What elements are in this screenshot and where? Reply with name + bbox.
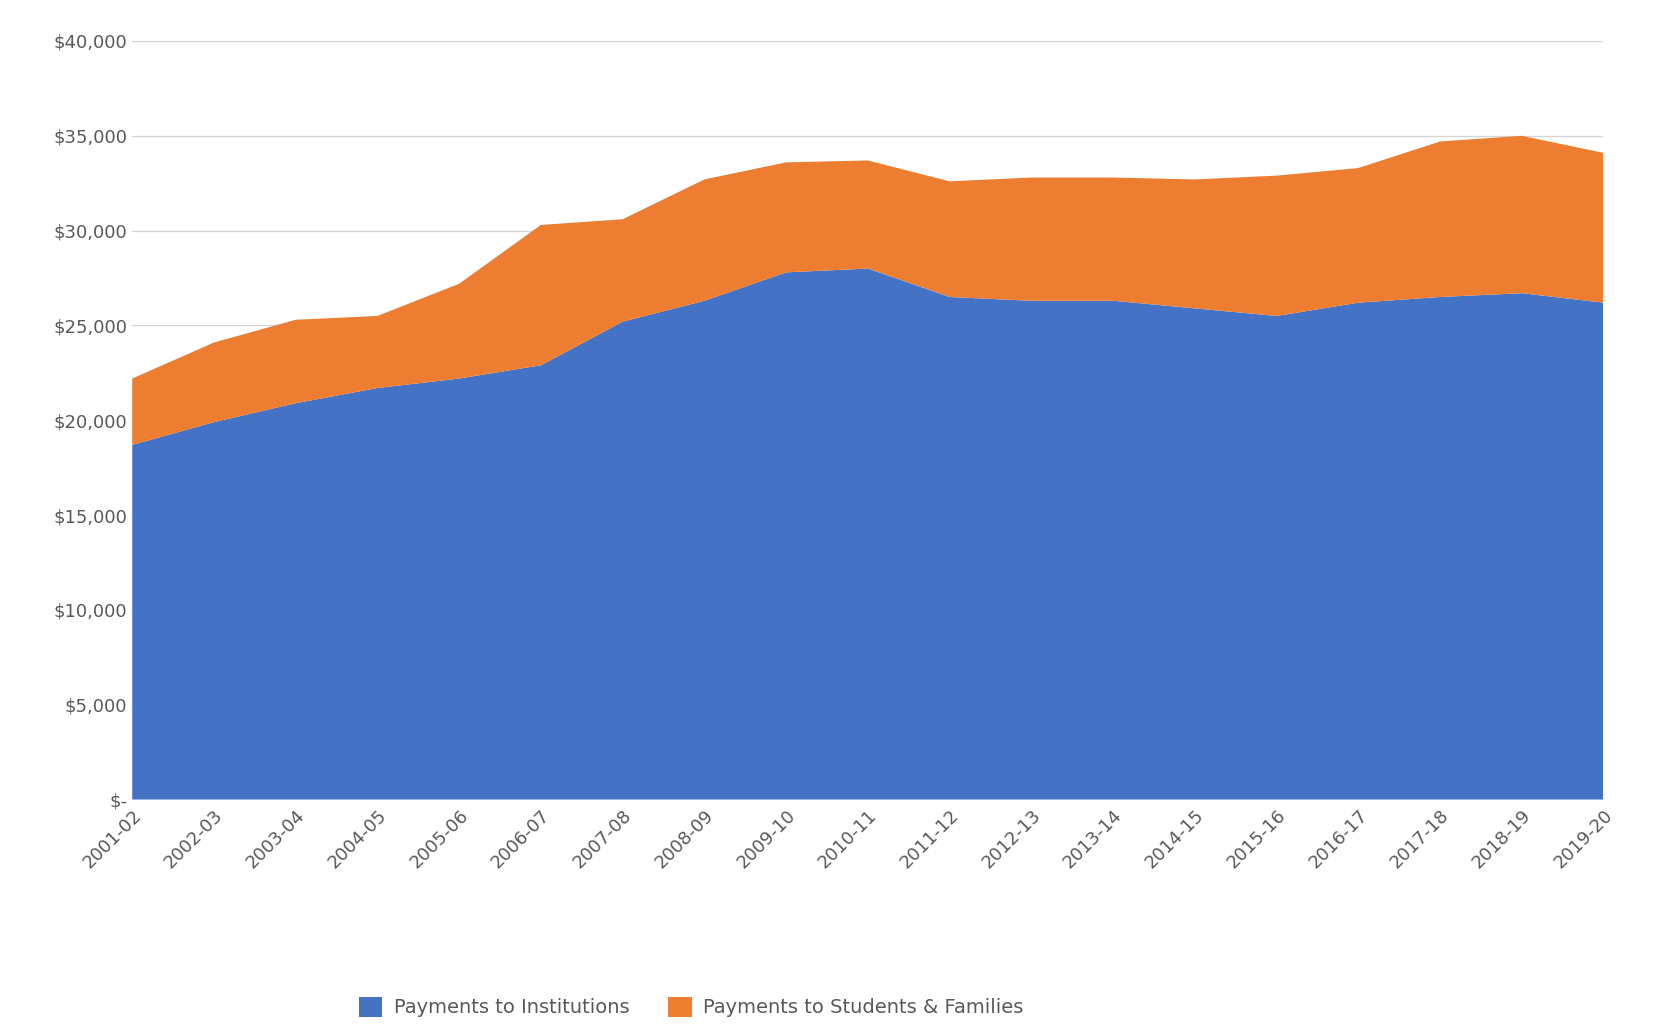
Legend: Payments to Institutions, Payments to Students & Families: Payments to Institutions, Payments to St… <box>359 996 1023 1018</box>
